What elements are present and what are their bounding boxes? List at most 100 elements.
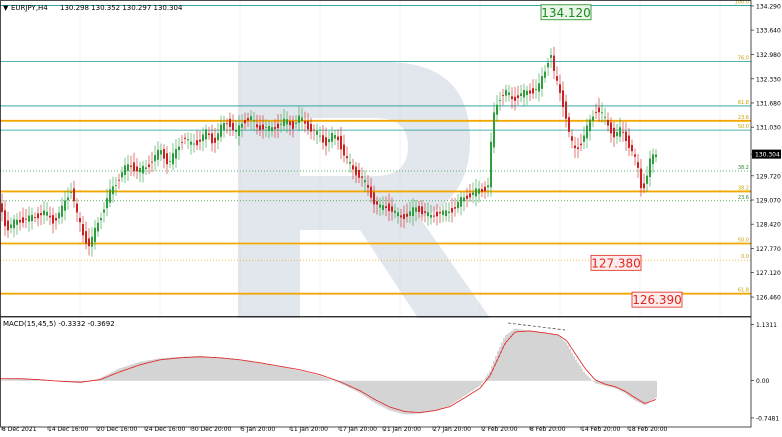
header-arrow-icon[interactable]: ▼ (3, 4, 9, 12)
price-tick-label: 129.070 (756, 198, 781, 205)
candle-body (151, 161, 153, 163)
candle-body (31, 214, 33, 222)
candle-body (388, 203, 390, 212)
time-tick-label: 20 Dec 16:00 (97, 426, 138, 433)
candle-body (208, 133, 210, 135)
candle-body (304, 121, 306, 124)
candle-body (61, 205, 63, 217)
candle-body (592, 116, 594, 121)
divergence-line (507, 322, 566, 331)
candle-body (568, 117, 570, 132)
candle-body (625, 131, 627, 142)
candle-body (64, 200, 66, 211)
candle-body (631, 144, 633, 152)
price-grid (79, 0, 721, 316)
price-tick-label: 133.640 (756, 28, 781, 35)
candle-body (529, 90, 531, 94)
candle-body (67, 197, 69, 201)
candle-body (559, 84, 561, 93)
candle-body (472, 192, 474, 195)
candle-body (181, 141, 183, 143)
candle-body (88, 238, 90, 247)
candle-body (619, 127, 621, 137)
candle-body (283, 118, 285, 127)
candle-body (7, 220, 9, 231)
candle-body (544, 71, 546, 78)
candle-body (46, 211, 48, 216)
price-tick-label: 127.120 (756, 270, 781, 277)
candle-body (211, 133, 213, 144)
candle-body (640, 168, 642, 189)
candle-body (451, 208, 453, 213)
price-tick-label: 131.680 (756, 100, 781, 107)
price-panel-frame (0, 0, 752, 317)
candle-body (637, 162, 639, 168)
price-tick-label: 132.330 (756, 76, 781, 83)
candle-body (655, 154, 657, 158)
price-tick-label: 129.720 (756, 173, 781, 180)
candle-body (16, 219, 18, 225)
candle-body (442, 210, 444, 215)
candle-body (565, 101, 567, 119)
candle-body (190, 141, 192, 145)
target-labels: 134.120 127.380 126.390 (540, 4, 683, 308)
macd-title: MACD(15,45,5) -0.3332 -0.3692 (3, 320, 115, 328)
candle-body (403, 214, 405, 219)
macd-signal-line (0, 322, 657, 414)
candle-body (13, 219, 15, 229)
candle-body (106, 198, 108, 209)
candle-body (520, 93, 522, 97)
candle-body (241, 123, 243, 128)
candle-body (589, 119, 591, 132)
candle-body (628, 135, 630, 148)
candle-body (148, 164, 150, 168)
candle-body (109, 189, 111, 203)
candle-body (238, 125, 240, 136)
candle-body (127, 164, 129, 171)
candle-body (553, 55, 555, 71)
candle-body (517, 95, 519, 98)
time-tick-label: 17 Jan 20:00 (339, 426, 377, 433)
candle-body (259, 125, 261, 131)
time-axis: 8 Dec 2021 14 Dec 16:00 20 Dec 16:00 24 Dec… (1, 426, 668, 433)
watermark-logo (238, 62, 490, 318)
candle-body (157, 149, 159, 160)
candle-body (643, 183, 645, 189)
candle-body (169, 161, 171, 162)
candle-body (340, 135, 342, 150)
candle-body (346, 156, 348, 159)
candle-body (580, 143, 582, 146)
candle-body (220, 124, 222, 137)
candle-body (256, 124, 258, 128)
candle-body (352, 165, 354, 170)
candle-body (34, 217, 36, 218)
candle-body (58, 212, 60, 219)
target-label: 127.380 (591, 256, 641, 270)
candle-body (376, 201, 378, 205)
candle-body (436, 211, 438, 217)
macd-histogram (1, 328, 657, 415)
candle-body (499, 100, 501, 102)
candle-body (229, 118, 231, 127)
current-price-box (752, 149, 781, 159)
candle-body (514, 96, 516, 101)
candle-body (508, 92, 510, 96)
candle-body (103, 209, 105, 213)
candle-body (538, 83, 540, 92)
candle-body (355, 166, 357, 176)
candle-body (292, 121, 294, 129)
time-tick-label: 2 Feb 20:00 (482, 426, 518, 433)
candle-body (457, 201, 459, 209)
candle-body (463, 197, 465, 202)
time-tick-label: 8 Feb 20:00 (530, 426, 566, 433)
candle-body (79, 218, 81, 223)
candle-body (244, 120, 246, 124)
candle-body (556, 76, 558, 81)
candle-body (187, 139, 189, 141)
candle-body (502, 95, 504, 96)
candle-body (424, 211, 426, 213)
candle-body (76, 203, 78, 213)
time-tick-label: 24 Dec 16:00 (145, 426, 186, 433)
